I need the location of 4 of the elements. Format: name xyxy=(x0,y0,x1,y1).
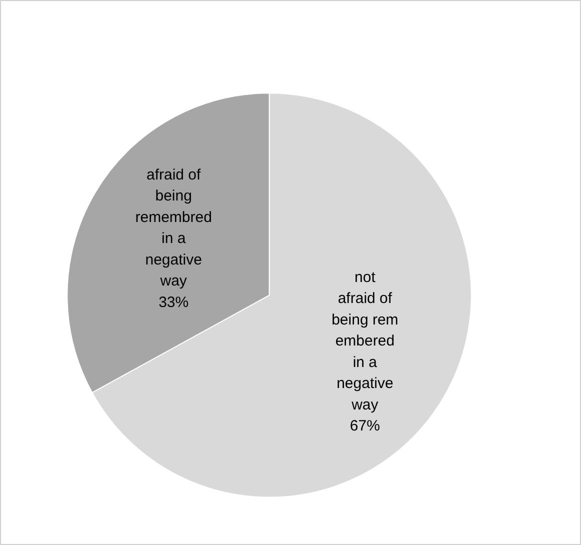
slice-label: afraid of being remembred in a negative way xyxy=(135,166,212,290)
slice-label: not afraid of being remembered in a negative way xyxy=(332,268,398,414)
data-label: 67% xyxy=(350,418,380,435)
data-label: 33% xyxy=(158,294,189,311)
